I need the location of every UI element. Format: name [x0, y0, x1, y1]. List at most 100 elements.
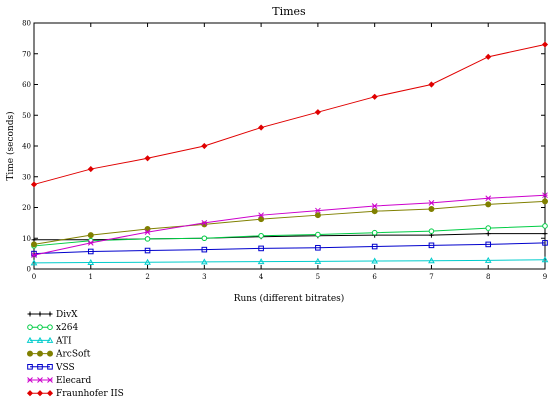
x-tick-label: 1	[89, 273, 93, 281]
data-point	[30, 241, 37, 248]
series-arcsoft	[30, 198, 549, 248]
data-point	[144, 236, 151, 242]
y-tick-label: 80	[22, 20, 31, 28]
legend-marker	[26, 390, 34, 397]
data-point	[201, 246, 208, 253]
series-layer	[30, 41, 549, 266]
data-point	[144, 258, 151, 265]
data-point	[428, 206, 435, 213]
data-point	[485, 195, 492, 202]
legend-marker	[37, 364, 43, 370]
y-tick-label: 10	[22, 235, 31, 243]
data-point	[371, 257, 379, 264]
data-point	[314, 212, 321, 219]
legend-marker	[27, 311, 33, 317]
y-tick-label: 50	[22, 112, 31, 120]
data-point	[542, 223, 548, 229]
data-point	[201, 142, 208, 150]
legend-marker	[26, 350, 33, 357]
series-line	[33, 242, 546, 255]
y-tick-label: 70	[22, 50, 31, 58]
data-point	[542, 198, 549, 205]
y-tick-label: 20	[22, 204, 31, 212]
legend-marker	[47, 324, 53, 331]
data-point	[541, 41, 549, 48]
legend-label: x264	[56, 323, 79, 333]
chart-title: Times	[272, 5, 306, 18]
y-tick-label: 40	[22, 143, 31, 151]
series-line	[33, 44, 546, 185]
x-axis-label: Runs (different bitrates)	[234, 293, 345, 304]
data-point	[314, 257, 322, 264]
legend-label: ArcSoft	[55, 350, 91, 360]
legend-item: DivX	[27, 310, 78, 320]
data-point	[315, 244, 321, 251]
data-point	[144, 155, 151, 162]
series-elecard	[31, 192, 548, 259]
data-point	[87, 165, 94, 173]
legend-item: VSS	[27, 363, 75, 373]
data-point	[428, 228, 435, 234]
plot-frame	[33, 22, 546, 270]
legend-marker	[47, 350, 54, 357]
legend-label: Fraunhofer IIS	[56, 389, 124, 399]
data-point	[541, 256, 549, 263]
data-point	[258, 245, 264, 252]
data-point	[258, 232, 264, 239]
legend-item: Fraunhofer IIS	[26, 389, 124, 399]
data-point	[485, 225, 492, 231]
legend-label: VSS	[55, 363, 75, 373]
legend-marker	[27, 377, 33, 383]
data-point	[371, 93, 378, 100]
data-point	[258, 212, 264, 219]
data-point	[258, 216, 265, 223]
legend-marker	[47, 377, 53, 383]
x-tick-label: 5	[316, 273, 320, 281]
legend-marker	[27, 324, 33, 331]
series-line	[33, 225, 546, 247]
legend-marker	[37, 377, 43, 383]
data-point	[428, 200, 435, 206]
legend-marker	[47, 364, 53, 370]
legend-label: ATI	[55, 336, 72, 346]
data-point	[542, 231, 548, 237]
legend-item: Elecard	[27, 376, 91, 386]
y-axis-label: Time (seconds)	[5, 111, 16, 180]
legend-item: ATI	[26, 336, 72, 346]
x-tick-label: 7	[429, 273, 433, 281]
data-point	[371, 243, 378, 250]
legend: DivX x264 ATI ArcSoft VSS Elecard Fraunhofer I…	[26, 310, 124, 399]
data-point	[87, 240, 94, 246]
data-point	[485, 201, 492, 208]
data-point	[201, 235, 208, 242]
data-point	[371, 203, 378, 209]
x-tick-label: 9	[543, 273, 547, 281]
series-line	[33, 259, 546, 264]
series-fraunhofer-iis	[30, 41, 549, 188]
data-point	[485, 241, 492, 248]
data-point	[428, 81, 435, 88]
axis-ticks: 0 1 2 3 4 5 6 7 8 9 0 10 20 30 40 50 60 70 80	[22, 20, 547, 282]
data-point	[371, 208, 378, 215]
x-tick-label: 3	[202, 273, 206, 281]
legend-label: Elecard	[56, 376, 91, 386]
x-tick-label: 2	[145, 273, 149, 281]
data-point	[200, 258, 208, 265]
x-tick-label: 8	[486, 273, 490, 281]
data-point	[542, 192, 548, 199]
data-point	[542, 240, 548, 246]
legend-marker	[47, 311, 53, 317]
data-point	[257, 258, 265, 265]
x-tick-label: 0	[32, 273, 36, 281]
data-point	[371, 229, 378, 236]
data-point	[315, 207, 321, 214]
data-point	[31, 252, 37, 259]
legend-item: x264	[27, 323, 79, 333]
data-point	[31, 250, 37, 257]
legend-item: ArcSoft	[26, 350, 91, 360]
data-point	[314, 109, 321, 116]
data-point	[201, 220, 208, 226]
series-ati	[30, 256, 549, 266]
legend-marker	[46, 390, 54, 397]
